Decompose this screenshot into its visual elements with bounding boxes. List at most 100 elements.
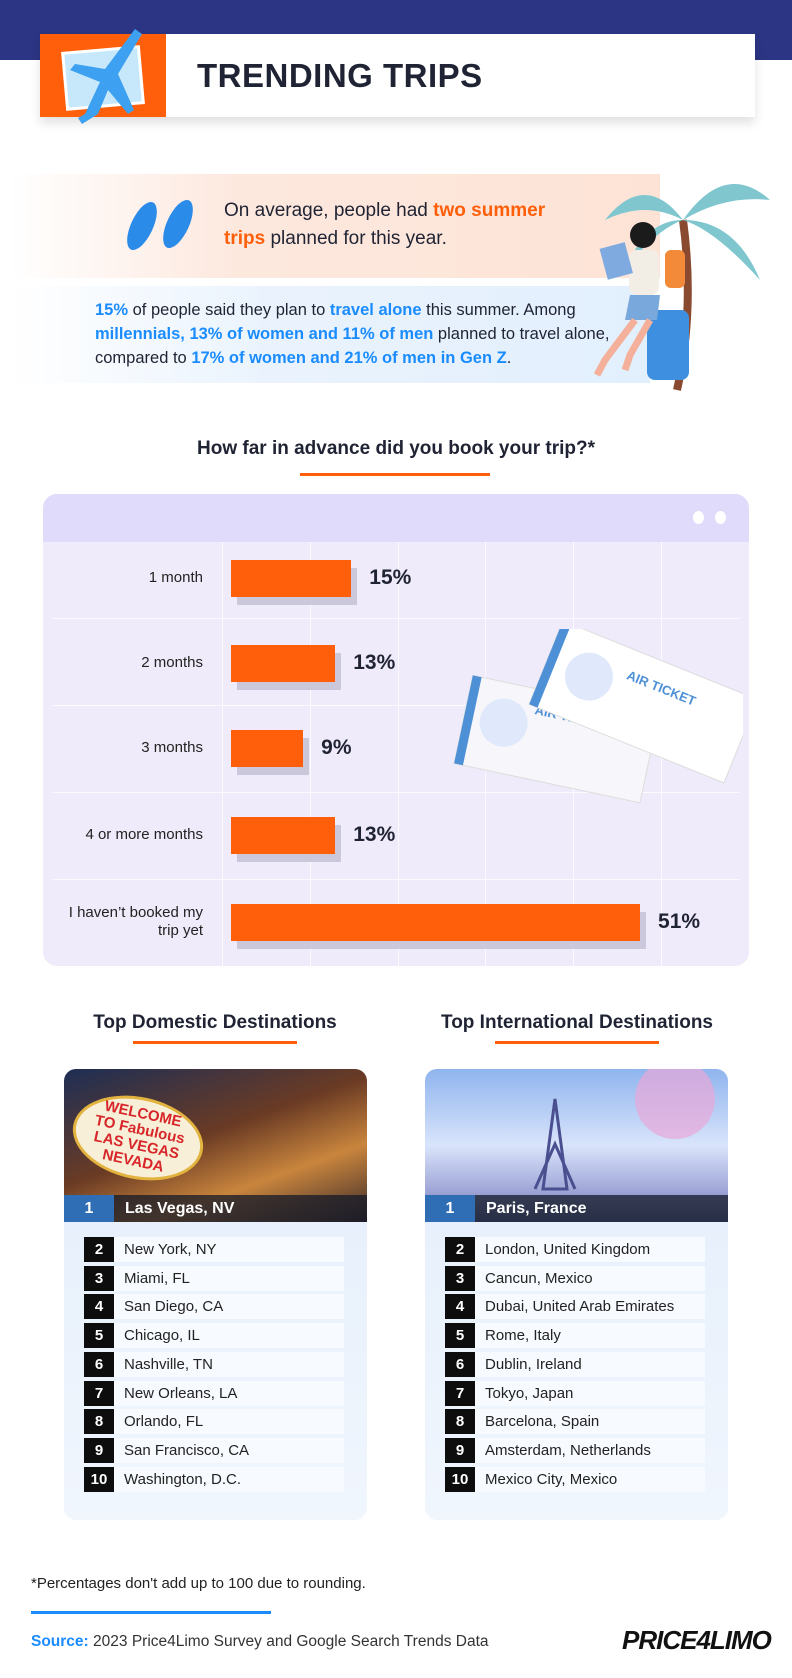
summer-trips-text: On average, people had two summer trips …: [224, 200, 546, 249]
summer-trips-band: [10, 174, 660, 278]
list-item: 2 London, United Kingdom: [445, 1237, 705, 1262]
rank-number: 4: [445, 1294, 475, 1320]
destination-name: Rome, Italy: [485, 1327, 561, 1345]
list-item: 5 Chicago, IL: [84, 1323, 344, 1349]
rank-number: 6: [84, 1351, 114, 1377]
rank-1-banner: 1 Las Vegas, NV: [64, 1195, 367, 1222]
gridline: [222, 542, 223, 966]
window-dot-icon: [693, 511, 704, 524]
destination-name: New Orleans, LA: [124, 1384, 238, 1402]
bar-value-label: 9%: [321, 736, 352, 759]
destination-name: Nashville, TN: [124, 1355, 213, 1373]
destination-name: San Francisco, CA: [124, 1441, 250, 1459]
destination-name: New York, NY: [124, 1241, 217, 1258]
destination-name: San Diego, CA: [124, 1298, 224, 1316]
row-divider: [53, 879, 739, 880]
bar-value-label: 13%: [353, 651, 396, 674]
destination-name: Amsterdam, Netherlands: [485, 1441, 651, 1459]
bar-value-label: 51%: [658, 910, 701, 933]
destination-name: Chicago, IL: [124, 1327, 200, 1345]
bar: [231, 904, 641, 941]
destination-name: Barcelona, Spain: [485, 1413, 600, 1431]
list-item: 7 Tokyo, Japan: [445, 1380, 705, 1406]
traveler-palm-illustration: [585, 160, 785, 405]
list-item: 10 Mexico City, Mexico: [445, 1466, 705, 1492]
international-heading-underline: [495, 1041, 659, 1044]
solo-travel-band: [10, 286, 650, 383]
rank-number: 9: [445, 1437, 475, 1463]
bar-label: 1 month: [148, 569, 203, 586]
las-vegas-sign: WELCOME TO Fabulous LAS VEGAS NEVADA: [64, 1084, 212, 1192]
row-divider: [53, 792, 739, 793]
chart-panel: AIR TICKET AIR TICKET 1 month 15% 2 months…: [43, 494, 749, 966]
solo-travel-text: 15% of people said they plan to travel a…: [95, 301, 610, 367]
bar: [231, 730, 304, 767]
source-divider: [31, 1611, 271, 1614]
domestic-heading: Top Domestic Destinations: [93, 1012, 337, 1033]
destination-name: Mexico City, Mexico: [485, 1470, 618, 1488]
rank-number: 9: [84, 1437, 114, 1463]
list-item: 9 Amsterdam, Netherlands: [445, 1437, 705, 1463]
list-item: 4 Dubai, United Arab Emirates: [445, 1294, 705, 1320]
bar-label: I haven’t booked my trip yet: [68, 904, 203, 939]
rank-number: 6: [445, 1351, 475, 1377]
bar: [231, 560, 352, 597]
domestic-card: WELCOME TO Fabulous LAS VEGAS NEVADA 1 La…: [64, 1069, 367, 1520]
page-title: TRENDING TRIPS: [197, 57, 483, 94]
destination-name: Washington, D.C.: [124, 1470, 241, 1488]
destination-name: Cancun, Mexico: [485, 1269, 593, 1287]
gridline: [310, 542, 311, 966]
window-dot-icon: [715, 511, 726, 524]
list-item: 4 San Diego, CA: [84, 1294, 344, 1320]
destination-name: Miami, FL: [124, 1269, 190, 1287]
list-item: 5 Rome, Italy: [445, 1323, 705, 1349]
list-item: 3 Cancun, Mexico: [445, 1265, 705, 1291]
row-divider: [53, 618, 739, 619]
bar-label: 4 or more months: [85, 826, 203, 843]
air-tickets-illustration: AIR TICKET AIR TICKET: [453, 629, 743, 804]
rank-number: 7: [84, 1380, 114, 1406]
list-item: 8 Barcelona, Spain: [445, 1409, 705, 1435]
price4limo-logo: PRICE4LIMO: [622, 1625, 772, 1655]
list-item: 3 Miami, FL: [84, 1265, 344, 1291]
destination-name: Dublin, Ireland: [485, 1355, 582, 1373]
destination-name: Dubai, United Arab Emirates: [485, 1298, 675, 1316]
international-heading: Top International Destinations: [441, 1012, 713, 1033]
list-item: 10 Washington, D.C.: [84, 1466, 344, 1492]
list-item: 6 Nashville, TN: [84, 1351, 344, 1377]
rank-number: 4: [84, 1294, 114, 1320]
bar-label: 3 months: [141, 739, 203, 756]
rank-number: 5: [445, 1323, 475, 1349]
destination-name: Tokyo, Japan: [485, 1384, 574, 1402]
list-item: 9 San Francisco, CA: [84, 1437, 344, 1463]
chart-panel-header: [43, 494, 749, 542]
rank-number: 8: [445, 1409, 475, 1435]
rank-number: 5: [84, 1323, 114, 1349]
list-item: 7 New Orleans, LA: [84, 1380, 344, 1406]
domestic-heading-underline: [133, 1041, 297, 1044]
bar-value-label: 13%: [353, 823, 396, 846]
footnote: *Percentages don't add up to 100 due to …: [31, 1575, 366, 1592]
list-item: 8 Orlando, FL: [84, 1409, 344, 1435]
list-item: 6 Dublin, Ireland: [445, 1351, 705, 1377]
bar: [231, 817, 336, 854]
rank-number: 3: [84, 1265, 114, 1291]
gridline: [398, 542, 399, 966]
list-item: 2 New York, NY: [84, 1237, 344, 1262]
bar-label: 2 months: [141, 654, 203, 671]
rank-number: 2: [84, 1237, 114, 1262]
international-card: 1 Paris, France 2 London, United Kingdom 3 C…: [425, 1069, 728, 1520]
chart-title-underline: [300, 473, 490, 476]
bar-value-label: 15%: [369, 566, 412, 589]
destination-name: London, United Kingdom: [485, 1241, 651, 1258]
rank-number: 7: [445, 1380, 475, 1406]
rank-number: 10: [84, 1466, 114, 1492]
rank-1-banner: 1 Paris, France: [425, 1195, 728, 1222]
bar: [231, 645, 336, 682]
row-divider: [53, 705, 739, 706]
rank-number: 3: [445, 1265, 475, 1291]
rank-number: 10: [445, 1466, 475, 1492]
destination-name: Orlando, FL: [124, 1413, 204, 1431]
source-text: Source: 2023 Price4Limo Survey and Googl…: [31, 1633, 489, 1650]
plane-map-icon: [40, 29, 166, 124]
